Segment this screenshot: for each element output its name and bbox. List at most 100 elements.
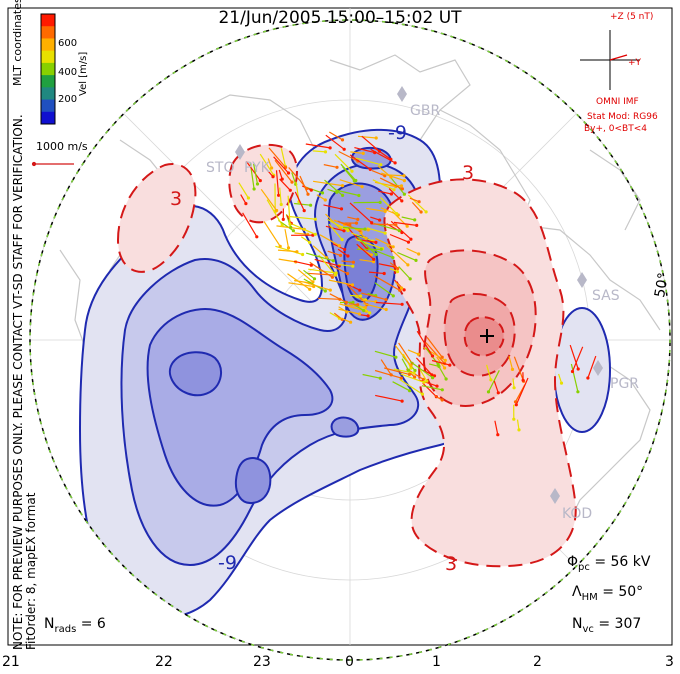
velocity-vector-origin [489,378,493,382]
velocity-vector-origin [394,223,398,227]
velocity-vector [260,188,278,211]
velocity-vector-origin [244,202,248,206]
negative-cell-small-mid [330,416,360,438]
velocity-vector [263,165,274,178]
velocity-vector [287,273,311,290]
contour-label-positive: 3 [170,188,183,210]
velocity-vector-origin [405,224,409,228]
velocity-vector [325,134,345,150]
velocity-vector [361,292,387,301]
velocity-vector-origin [354,221,359,225]
velocity-vector-origin [320,191,325,195]
velocity-vector-origin [448,363,452,367]
contour-label-negative: -9 [218,552,237,574]
velocity-vector [374,350,397,358]
colorbar-swatch [41,87,55,101]
velocity-vector [312,245,327,259]
velocity-vector-origin [323,289,327,293]
station-label-pyk: PYK [244,160,270,176]
velocity-vector-origin [279,202,283,207]
colorbar-swatch [41,111,55,125]
colorbar-tick: 600 [58,38,78,49]
colorbar-tick: 400 [58,67,78,78]
velocity-vector [259,153,275,176]
velocity-vector [516,419,520,430]
velocity-vector-origin [496,433,500,437]
velocity-vector [397,251,417,261]
velocity-vector-origin [576,367,580,371]
phi-value: = 56 kV [594,554,651,570]
velocity-vector-origin [402,174,406,178]
velocity-vector [375,394,403,402]
velocity-vector-origin [323,198,327,202]
velocity-vector [293,260,312,266]
velocity-vector-origin [350,283,355,287]
velocity-vector [328,279,353,286]
velocity-vector [388,188,403,202]
nrads-value: = 6 [80,616,106,632]
velocity-vector [238,182,249,199]
velocity-vector [569,344,579,370]
velocity-vector-origin [312,277,317,281]
velocity-vector-origin [384,307,388,312]
hm-boundary-latitude: ΛHM = 50° [572,584,643,603]
contour-label-positive: 3 [462,162,475,184]
velocity-vector-origin [281,217,285,221]
velocity-vector [493,380,499,393]
imf-y-label: +Y [628,58,642,68]
velocity-vector-origin [400,302,404,306]
velocity-vector [347,216,358,220]
velocity-vector-origin [409,366,413,370]
colorbar-swatch [41,38,55,52]
velocity-vector-origin [356,303,360,307]
colorbar-swatch [41,26,55,39]
velocity-vector-origin [277,193,281,197]
velocity-vector [570,363,579,392]
velocity-vector-origin [443,358,447,362]
velocity-vector-origin [340,184,345,188]
velocity-vector-origin [440,388,444,392]
nvc-symbol: N [572,616,583,632]
mlt-tick: 0 [345,654,354,670]
velocity-vector [370,223,396,226]
velocity-vector-origin [346,228,350,233]
velocity-vector [362,373,381,379]
velocity-vector-origin [392,188,396,192]
velocity-vector [587,355,597,379]
velocity-vector-origin [271,175,275,179]
velocity-vector-origin [413,368,417,373]
velocity-vector-origin [358,288,362,292]
velocity-vector [359,305,371,314]
velocity-vector [394,345,412,367]
velocity-vector [355,157,381,166]
colorbar-swatch [41,99,55,113]
contour-label-negative: -9 [388,122,407,144]
velocity-vector-origin [366,314,370,318]
velocity-vector [375,301,403,305]
velocity-vector [371,248,394,259]
velocity-vector [346,226,368,250]
station-marker [550,488,560,504]
velocity-vector-origin [288,222,292,226]
cross-polar-potential: Φpc = 56 kV [567,554,650,573]
velocity-vector [342,226,366,230]
velocity-vector [349,202,373,224]
velocity-vector-origin [374,240,378,244]
velocity-vector [314,258,340,267]
velocity-vector-origin [406,368,411,372]
velocity-vector [287,215,316,220]
velocity-vector [309,261,333,278]
velocity-vector [303,269,315,280]
velocity-vector-origin [389,373,393,377]
velocity-vector [494,420,499,435]
colorbar-swatch [41,50,55,64]
velocity-vector [329,312,340,319]
velocity-vector [361,299,376,303]
velocity-vector [350,151,364,154]
velocity-vector-origin [510,367,515,371]
velocity-vector-origin [252,187,256,191]
velocity-vector [338,150,359,162]
mlt-tick: 2 [533,654,542,670]
colorbar-title: Vel [m/s] [78,51,89,96]
velocity-vector [380,359,392,376]
